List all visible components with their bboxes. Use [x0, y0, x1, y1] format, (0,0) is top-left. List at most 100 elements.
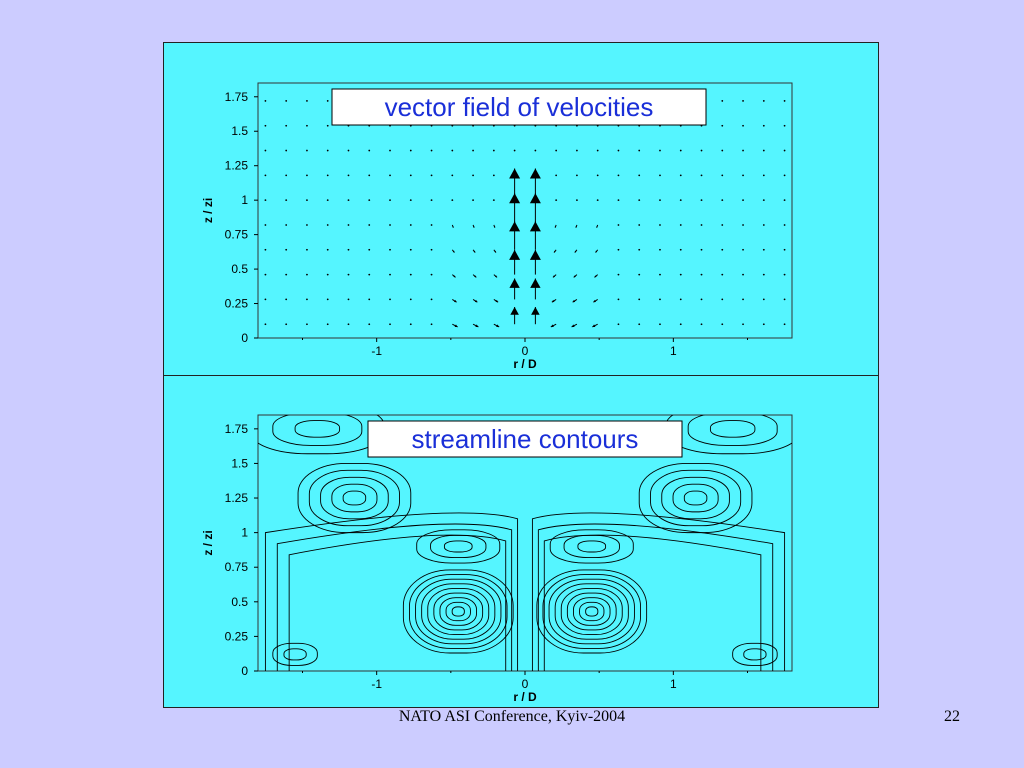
velocity-dot — [638, 174, 641, 177]
velocity-dot — [513, 174, 516, 177]
velocity-dot — [430, 174, 433, 177]
velocity-dot — [742, 323, 744, 326]
velocity-dot — [264, 199, 267, 202]
velocity-dot — [306, 149, 308, 152]
velocity-dot — [783, 199, 786, 202]
velocity-dot — [659, 323, 661, 326]
velocity-dot — [472, 199, 474, 202]
velocity-dot — [492, 174, 495, 177]
velocity-arrow — [529, 221, 541, 250]
velocity-dot — [742, 273, 744, 276]
y-tick-label: 1.25 — [225, 159, 249, 173]
velocity-arrow — [571, 323, 578, 328]
velocity-dot — [783, 124, 786, 127]
velocity-dot — [576, 174, 578, 177]
velocity-dot — [513, 149, 516, 152]
streamline-contour — [451, 606, 465, 617]
velocity-dot — [659, 224, 661, 226]
velocity-dot — [700, 323, 703, 326]
velocity-dot — [679, 323, 682, 326]
streamline-contour — [743, 648, 767, 661]
velocity-dot — [409, 199, 412, 202]
velocity-dot — [721, 224, 724, 226]
velocity-dot — [617, 174, 620, 177]
velocity-dot — [326, 124, 329, 127]
velocity-dot — [679, 298, 682, 301]
y-tick-label: 1.5 — [231, 124, 248, 138]
velocity-dot — [368, 323, 371, 326]
streamline-contour — [402, 569, 514, 654]
streamline-contour — [732, 642, 778, 666]
streamline-contour — [563, 534, 620, 558]
velocity-dot — [700, 248, 703, 251]
velocity-dot — [285, 323, 288, 326]
velocity-dot — [742, 149, 744, 152]
velocity-dot — [430, 298, 433, 301]
velocity-arrow — [451, 274, 456, 278]
streamline-contour — [560, 587, 623, 636]
velocity-dot — [721, 199, 724, 202]
velocity-dot — [430, 149, 433, 152]
velocity-arrow — [510, 306, 519, 325]
velocity-dot — [409, 224, 412, 226]
chart-title: streamline contours — [412, 424, 639, 454]
velocity-dot — [783, 298, 786, 301]
streamline-contour — [288, 534, 507, 671]
streamline-contour — [579, 601, 605, 622]
velocity-dot — [409, 149, 412, 152]
velocity-dot — [742, 100, 744, 102]
y-tick-label: 0.25 — [225, 629, 249, 643]
velocity-dot — [430, 323, 433, 326]
velocity-dot — [638, 149, 641, 152]
velocity-dot — [659, 149, 661, 152]
velocity-dot — [409, 298, 412, 301]
velocity-dot — [679, 149, 682, 152]
velocity-dot — [762, 273, 765, 276]
streamline-contour — [638, 462, 753, 534]
velocity-arrow — [509, 278, 520, 300]
velocity-dot — [679, 174, 682, 177]
streamline-contour — [549, 529, 634, 564]
velocity-arrow — [551, 298, 557, 303]
streamline-contour — [683, 490, 708, 506]
velocity-dot — [368, 174, 371, 177]
velocity-dot — [783, 224, 786, 226]
velocity-dot — [555, 149, 558, 152]
velocity-arrow — [452, 298, 457, 303]
velocity-dot — [617, 323, 620, 326]
velocity-arrow — [531, 306, 540, 325]
x-tick-label: 1 — [670, 677, 677, 691]
velocity-arrow — [574, 249, 578, 253]
velocity-dot — [306, 199, 308, 202]
velocity-dot — [347, 298, 350, 301]
velocity-dot — [264, 124, 267, 127]
velocity-dot — [451, 199, 454, 202]
velocity-arrow — [493, 249, 497, 253]
velocity-dot — [783, 100, 786, 102]
velocity-dot — [347, 248, 350, 251]
velocity-arrow — [493, 224, 496, 228]
velocity-dot — [659, 273, 661, 276]
y-tick-label: 0.5 — [231, 262, 248, 276]
velocity-dot — [638, 224, 641, 226]
velocity-arrow — [493, 298, 499, 303]
streamline-contour — [272, 415, 363, 446]
streamline-contour — [543, 534, 762, 671]
velocity-dot — [347, 224, 350, 226]
velocity-dot — [306, 298, 308, 301]
streamline-contour — [548, 578, 635, 645]
y-tick-label: 0.5 — [231, 595, 248, 609]
plot-content — [264, 100, 786, 328]
velocity-dot — [389, 174, 391, 177]
velocity-dot — [264, 323, 267, 326]
velocity-dot — [326, 199, 329, 202]
velocity-dot — [659, 199, 661, 202]
velocity-dot — [285, 273, 288, 276]
velocity-arrow — [553, 249, 557, 253]
velocity-dot — [389, 323, 391, 326]
velocity-dot — [409, 273, 412, 276]
velocity-dot — [264, 273, 267, 276]
streamline-contour — [577, 540, 607, 553]
velocity-dot — [347, 174, 350, 177]
velocity-arrow — [529, 249, 541, 275]
